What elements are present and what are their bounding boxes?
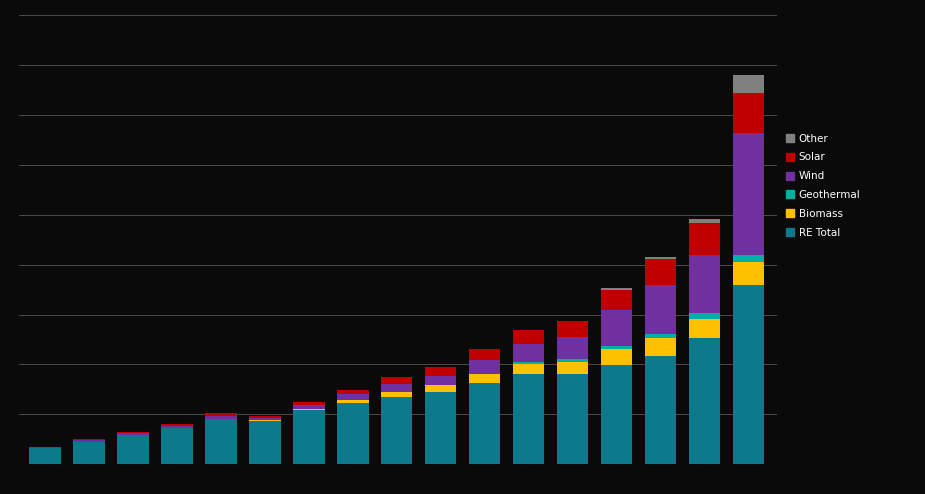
Bar [381, 377, 413, 384]
Bar [512, 364, 545, 374]
Bar [425, 385, 456, 392]
Bar [557, 374, 588, 464]
Bar [293, 405, 325, 409]
Bar [733, 93, 764, 133]
Bar [117, 432, 149, 433]
Bar [469, 373, 500, 374]
Bar [645, 338, 676, 357]
Bar [161, 428, 192, 464]
Bar [645, 259, 676, 285]
Bar [73, 439, 105, 440]
Bar [645, 357, 676, 464]
Bar [381, 392, 413, 397]
Bar [512, 362, 545, 364]
Bar [557, 337, 588, 359]
Bar [688, 219, 721, 223]
Bar [600, 346, 633, 349]
Bar [469, 383, 500, 464]
Bar [205, 416, 237, 418]
Bar [381, 397, 413, 464]
Bar [600, 288, 633, 290]
Bar [645, 334, 676, 338]
Bar [425, 376, 456, 385]
Bar [688, 319, 721, 338]
Bar [469, 360, 500, 373]
Bar [73, 442, 105, 464]
Bar [733, 75, 764, 93]
Bar [733, 262, 764, 285]
Bar [381, 384, 413, 392]
Bar [645, 257, 676, 259]
Bar [688, 313, 721, 319]
Bar [512, 344, 545, 362]
Bar [249, 421, 280, 464]
Bar [293, 402, 325, 405]
Bar [117, 435, 149, 464]
Bar [73, 440, 105, 442]
Bar [337, 390, 368, 394]
Bar [600, 349, 633, 366]
Bar [293, 409, 325, 411]
Bar [249, 416, 280, 417]
Bar [161, 424, 192, 426]
Bar [425, 367, 456, 376]
Bar [469, 349, 500, 360]
Bar [117, 433, 149, 435]
Bar [512, 374, 545, 464]
Bar [293, 411, 325, 464]
Bar [205, 419, 237, 464]
Bar [337, 394, 368, 400]
Bar [600, 290, 633, 310]
Legend: Other, Solar, Wind, Geothermal, Biomass, RE Total: Other, Solar, Wind, Geothermal, Biomass,… [786, 133, 860, 238]
Bar [688, 338, 721, 464]
Bar [161, 426, 192, 428]
Bar [557, 321, 588, 337]
Bar [425, 392, 456, 464]
Bar [600, 310, 633, 346]
Bar [688, 223, 721, 255]
Bar [733, 285, 764, 464]
Bar [337, 400, 368, 403]
Bar [733, 255, 764, 262]
Bar [205, 413, 237, 416]
Bar [29, 447, 61, 448]
Bar [600, 366, 633, 464]
Bar [557, 362, 588, 374]
Bar [688, 255, 721, 313]
Bar [645, 285, 676, 334]
Bar [469, 374, 500, 383]
Bar [29, 448, 61, 464]
Bar [337, 403, 368, 464]
Bar [512, 330, 545, 344]
Bar [557, 359, 588, 362]
Bar [733, 133, 764, 255]
Bar [249, 417, 280, 420]
Bar [205, 418, 237, 419]
Bar [249, 420, 280, 421]
